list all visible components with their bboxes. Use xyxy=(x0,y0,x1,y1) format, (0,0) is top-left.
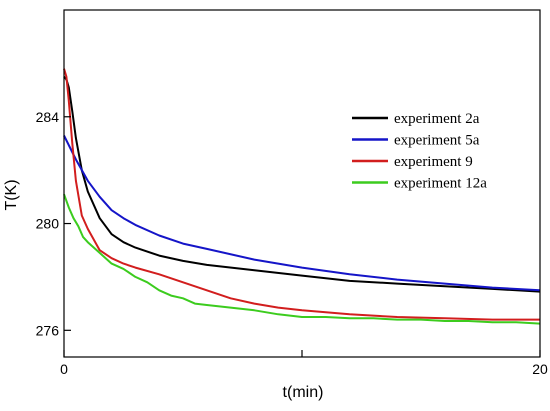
plot-background xyxy=(64,10,540,357)
y-tick-label: 284 xyxy=(36,109,60,125)
series-line-4 xyxy=(63,193,541,325)
plot-area xyxy=(64,10,540,357)
legend-label: experiment 9 xyxy=(394,154,473,170)
legend-label: experiment 12a xyxy=(394,176,487,192)
legend-label: experiment 5a xyxy=(394,133,480,149)
legend: experiment 2a experiment 5a experiment 9 ex… xyxy=(352,111,487,192)
series-line-1 xyxy=(63,76,541,293)
x-tick-label: 20 xyxy=(532,361,548,377)
y-tick-label: 280 xyxy=(36,216,60,232)
series-line-2 xyxy=(63,135,541,292)
legend-label: experiment 2a xyxy=(394,111,480,127)
series-layer xyxy=(63,68,541,325)
y-tick-label: 276 xyxy=(36,322,60,338)
x-axis-title: t(min) xyxy=(283,384,324,401)
axes-layer: 0 20 276 280 284 xyxy=(36,9,548,377)
series-line-3 xyxy=(63,68,540,321)
y-axis-title: T(K) xyxy=(3,179,20,210)
x-tick-label: 0 xyxy=(60,361,68,377)
